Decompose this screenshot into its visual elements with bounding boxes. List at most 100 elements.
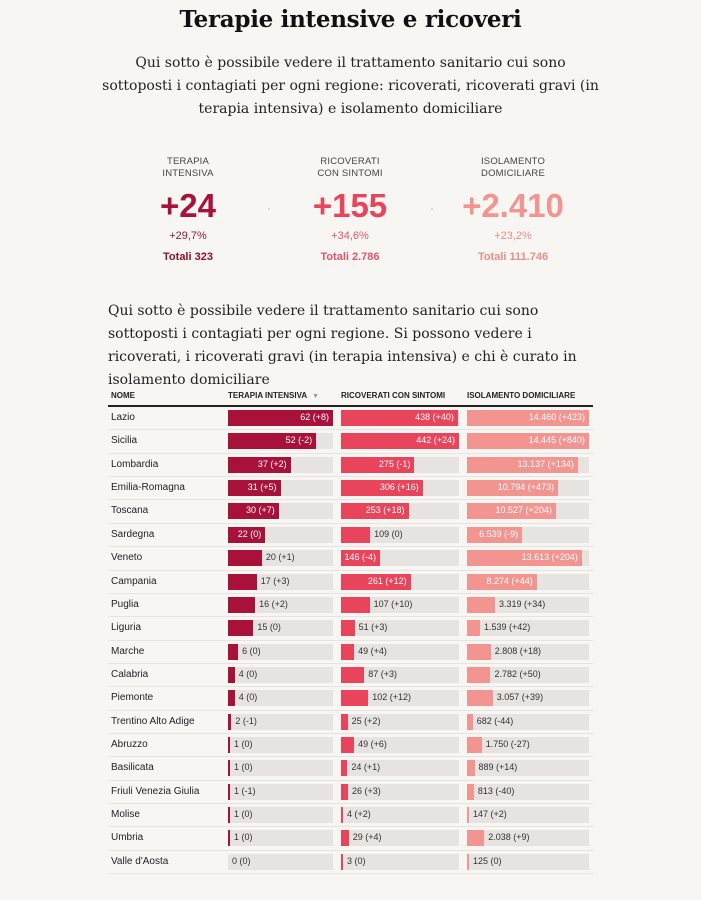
- value-bar: [228, 783, 230, 800]
- value-label: 87 (+3): [368, 668, 397, 679]
- value-label: 62 (+8): [300, 412, 329, 422]
- intro-text: Qui sotto è possibile vedere il trattame…: [102, 55, 599, 117]
- ricoverati-cell: 87 (+3): [341, 666, 459, 683]
- value-bar: [228, 480, 281, 497]
- value-label: 24 (+1): [351, 762, 381, 773]
- column-header-ricoverati[interactable]: RICOVERATI CON SINTOMI: [341, 391, 446, 400]
- isolamento-cell: 125 (0): [467, 853, 589, 870]
- value-label: 4 (0): [238, 692, 258, 703]
- value-bar: [341, 433, 459, 450]
- value-bar: [467, 433, 589, 450]
- terapia-intensiva-cell: 30 (+7): [228, 503, 333, 520]
- value-bar: [341, 596, 370, 613]
- value-label: 17 (+3): [260, 575, 290, 586]
- value-label: 6.539 (-9): [479, 528, 519, 539]
- value-bar: [341, 620, 355, 637]
- value-bar: [228, 713, 232, 730]
- value-label: 1 (0): [234, 832, 253, 843]
- value-label: 102 (+12): [372, 692, 411, 703]
- ricoverati-cell: 275 (-1): [341, 456, 459, 473]
- value-bar: [467, 737, 482, 754]
- value-label: 3.319 (+34): [499, 598, 546, 609]
- value-label: 147 (+2): [473, 809, 507, 820]
- value-label: 14.445 (+840): [528, 435, 585, 446]
- value-bar: [228, 666, 235, 683]
- terapia-intensiva-cell: 52 (-2): [228, 433, 333, 450]
- region-name: Campania: [111, 575, 157, 587]
- value-bar: [341, 830, 349, 847]
- value-label: 25 (+2): [351, 715, 381, 726]
- stat-percent: +34,6%: [331, 230, 369, 242]
- value-label: 4 (+2): [347, 809, 371, 820]
- value-bar: [467, 480, 559, 497]
- value-bar: [228, 433, 317, 450]
- isolamento-cell: 10.527 (+204): [467, 503, 589, 520]
- value-label: 14.460 (+423): [528, 412, 585, 422]
- value-bar: [467, 783, 474, 800]
- value-label: 6 (0): [242, 645, 261, 656]
- terapia-intensiva-cell: 1 (0): [228, 760, 333, 777]
- column-label: TERAPIA INTENSIVA: [228, 391, 307, 400]
- ricoverati-cell: 51 (+3): [341, 620, 459, 637]
- value-label: 146 (-4): [344, 552, 376, 563]
- value-bar: [467, 643, 491, 660]
- value-bar: [341, 760, 348, 777]
- value-bar: [467, 807, 469, 824]
- terapia-intensiva-cell: 1 (0): [228, 830, 333, 847]
- ricoverati-cell: 253 (+18): [341, 503, 459, 520]
- table-row: Liguria 15 (0) 51 (+3) 1.539 (+42): [108, 617, 593, 641]
- ricoverati-cell: 107 (+10): [341, 596, 459, 613]
- region-name: Puglia: [111, 598, 139, 610]
- value-bar: [341, 480, 423, 497]
- ricoverati-cell: 49 (+4): [341, 643, 459, 660]
- value-bar: [228, 690, 235, 707]
- value-label: 438 (+40): [415, 412, 454, 422]
- value-bar: [228, 830, 230, 847]
- region-name: Molise: [111, 809, 140, 821]
- isolamento-cell: 147 (+2): [467, 807, 589, 824]
- table-row: Puglia 16 (+2) 107 (+10) 3.319 (+34): [108, 594, 593, 618]
- value-bar: [467, 666, 491, 683]
- value-label: 1 (0): [234, 762, 253, 773]
- terapia-intensiva-cell: 37 (+2): [228, 456, 333, 473]
- region-name: Friuli Venezia Giulia: [111, 785, 200, 797]
- table-row: Basilicata 1 (0) 24 (+1) 889 (+14): [108, 757, 593, 781]
- value-bar: [467, 596, 495, 613]
- isolamento-cell: 2.038 (+9): [467, 830, 589, 847]
- column-header-nome[interactable]: NOME: [111, 391, 135, 400]
- value-label: 889 (+14): [478, 762, 518, 773]
- terapia-intensiva-cell: 17 (+3): [228, 573, 333, 590]
- table-row: Abruzzo 1 (0) 49 (+6) 1.750 (-27): [108, 734, 593, 758]
- value-label: 31 (+5): [247, 482, 277, 493]
- region-name: Marche: [111, 645, 145, 657]
- isolamento-cell: 1.750 (-27): [467, 737, 589, 754]
- region-name: Basilicata: [111, 762, 154, 774]
- terapia-intensiva-cell: 1 (0): [228, 807, 333, 824]
- value-bar: [228, 410, 333, 426]
- table-row: Trentino Alto Adige 2 (-1) 25 (+2) 682 (-44…: [108, 711, 593, 735]
- terapia-intensiva-cell: 4 (0): [228, 690, 333, 707]
- table-row: Sicilia 52 (-2) 442 (+24) 14.445 (+840): [108, 430, 593, 454]
- value-bar: [341, 526, 371, 543]
- table-row: Piemonte 4 (0) 102 (+12) 3.057 (+39): [108, 687, 593, 711]
- region-name: Lazio: [111, 412, 135, 423]
- value-label: 16 (+2): [259, 598, 288, 609]
- value-label: 13.613 (+204): [521, 552, 578, 563]
- value-label: 8.274 (+44): [486, 575, 533, 586]
- value-label: 10.527 (+204): [495, 505, 552, 516]
- region-name: Sicilia: [111, 435, 138, 447]
- value-label: 15 (0): [257, 622, 281, 633]
- isolamento-cell: 1.539 (+42): [467, 620, 589, 637]
- table-body: Lazio 62 (+8) 438 (+40) 14.460 (+423) Sicili…: [108, 407, 593, 875]
- stat-total: Totali 323: [163, 251, 213, 263]
- column-header-terapia-intensiva[interactable]: TERAPIA INTENSIVA ▼: [228, 391, 319, 400]
- summary-stats: TERAPIA INTENSIVA +24 +29,7% Totali 323 …: [108, 156, 593, 271]
- column-header-isolamento[interactable]: ISOLAMENTO DOMICILIARE: [467, 391, 576, 400]
- value-label: 261 (+12): [367, 575, 407, 586]
- value-label: 2.038 (+9): [488, 832, 530, 843]
- isolamento-cell: 2.782 (+50): [467, 666, 589, 683]
- stat-total: Totali 2.786: [320, 251, 380, 263]
- region-name: Toscana: [111, 505, 149, 517]
- value-label: 306 (+16): [379, 482, 419, 493]
- value-label: 107 (+10): [373, 598, 413, 609]
